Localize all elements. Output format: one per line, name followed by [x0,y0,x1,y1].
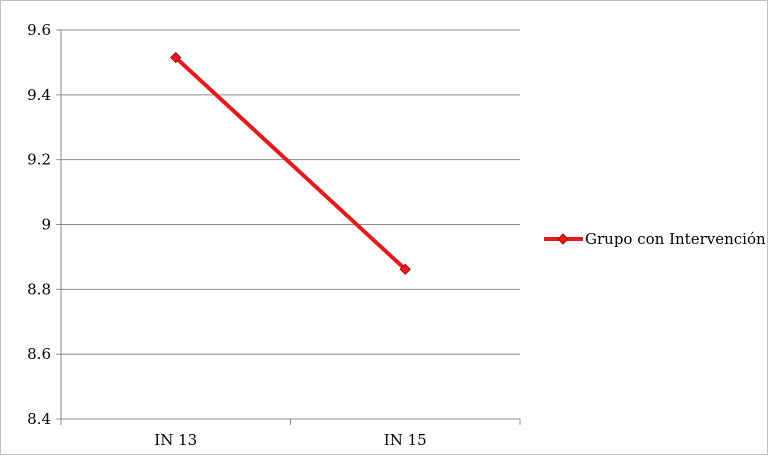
data-point [399,263,411,275]
y-tick-label: 8.6 [27,345,51,363]
legend-marker [557,233,569,245]
y-tick-label: 9.2 [27,151,51,169]
y-tick-label: 8.4 [27,410,51,428]
series-layer [170,51,411,275]
x-tick-labels: IN 13 IN 15 [154,431,426,449]
y-tick-label: 8.8 [27,280,51,298]
axes [56,29,521,425]
y-tick-label: 9.4 [27,86,51,104]
y-tick-label: 9.6 [27,21,51,39]
gridlines [61,29,520,355]
y-tick-label: 9 [41,216,51,234]
legend-label: Grupo con Intervención [585,230,766,248]
series-line [174,56,407,271]
y-tick-labels: 8.4 8.6 8.8 9 9.2 9.4 9.6 [27,21,51,428]
legend: Grupo con Intervención [544,230,766,248]
data-point [170,51,182,64]
x-tick-label: IN 13 [154,431,197,449]
x-tick-label: IN 15 [384,431,427,449]
